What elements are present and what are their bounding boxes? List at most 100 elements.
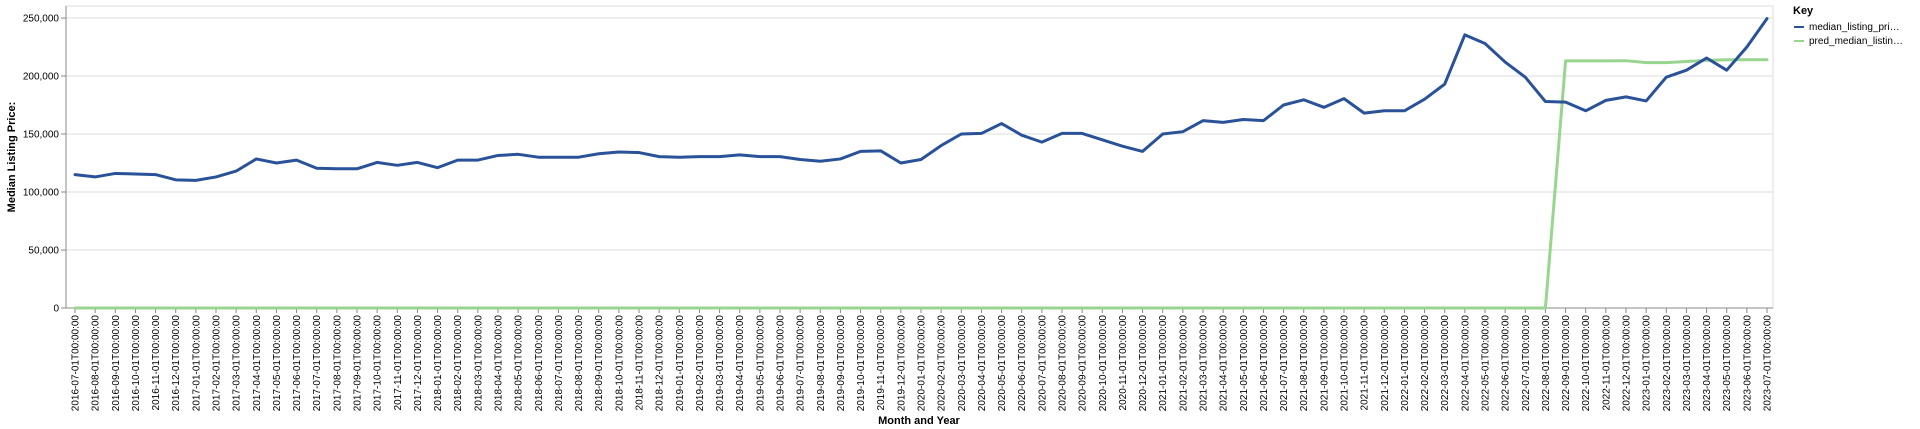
x-tick-label: 2017-07-01T00:00:00 (312, 315, 323, 412)
x-tick-label: 2019-11-01T00:00:00 (876, 315, 887, 411)
x-tick-label: 2021-10-01T00:00:00 (1340, 315, 1351, 412)
x-tick-label: 2022-02-01T00:00:00 (1420, 315, 1431, 412)
x-tick-label: 2021-04-01T00:00:00 (1219, 315, 1230, 412)
x-tick-label: 2016-12-01T00:00:00 (171, 315, 182, 412)
x-tick-label: 2020-11-01T00:00:00 (1118, 315, 1129, 411)
x-tick-label: 2016-09-01T00:00:00 (111, 315, 122, 412)
x-tick-label: 2023-04-01T00:00:00 (1702, 315, 1713, 412)
legend-title: Key (1793, 5, 1814, 17)
x-tick-label: 2020-02-01T00:00:00 (937, 315, 948, 412)
x-tick-label: 2017-03-01T00:00:00 (232, 315, 243, 412)
x-tick-label: 2021-03-01T00:00:00 (1199, 315, 1210, 412)
x-tick-label: 2021-01-01T00:00:00 (1158, 315, 1169, 412)
y-tick-label: 0 (53, 304, 59, 315)
x-tick-label: 2020-01-01T00:00:00 (917, 315, 928, 412)
x-tick-label: 2021-07-01T00:00:00 (1279, 315, 1290, 412)
x-tick-label: 2023-06-01T00:00:00 (1742, 315, 1753, 412)
series-line-pred-median-listing-price (73, 58, 1769, 310)
x-tick-label: 2022-08-01T00:00:00 (1541, 315, 1552, 412)
x-tick-label: 2022-06-01T00:00:00 (1501, 315, 1512, 412)
x-tick-label: 2021-05-01T00:00:00 (1239, 315, 1250, 412)
x-tick-label: 2019-06-01T00:00:00 (776, 315, 787, 412)
x-tick-label: 2019-07-01T00:00:00 (796, 315, 807, 412)
x-tick-label: 2020-04-01T00:00:00 (977, 315, 988, 412)
x-tick-label: 2018-01-01T00:00:00 (433, 315, 444, 412)
x-tick-label: 2022-11-01T00:00:00 (1601, 315, 1612, 411)
x-tick-label: 2022-10-01T00:00:00 (1581, 315, 1592, 412)
x-tick-label: 2019-01-01T00:00:00 (675, 315, 686, 412)
x-tick-label: 2022-12-01T00:00:00 (1622, 315, 1633, 412)
x-tick-label: 2020-06-01T00:00:00 (1017, 315, 1028, 412)
x-tick-label: 2020-08-01T00:00:00 (1058, 315, 1069, 412)
x-tick-label: 2018-10-01T00:00:00 (614, 315, 625, 412)
x-tick-label: 2019-04-01T00:00:00 (735, 315, 746, 412)
x-tick-label: 2017-06-01T00:00:00 (292, 315, 303, 412)
x-tick-label: 2019-10-01T00:00:00 (856, 315, 867, 412)
x-tick-label: 2019-12-01T00:00:00 (896, 315, 907, 412)
x-tick-label: 2021-02-01T00:00:00 (1178, 315, 1189, 412)
series-lines (73, 17, 1769, 310)
x-tick-label: 2018-11-01T00:00:00 (635, 315, 646, 411)
x-tick-label: 2017-05-01T00:00:00 (272, 315, 283, 412)
y-axis-title: Median Listing Price: (6, 102, 18, 213)
y-tick-label: 100,000 (23, 188, 60, 199)
x-tick-label: 2017-12-01T00:00:00 (413, 315, 424, 412)
x-tick-label: 2020-09-01T00:00:00 (1078, 315, 1089, 412)
x-tick-label: 2019-02-01T00:00:00 (695, 315, 706, 412)
x-tick-label: 2018-04-01T00:00:00 (494, 315, 505, 412)
x-tick-label: 2020-12-01T00:00:00 (1138, 315, 1149, 412)
x-tick-label: 2020-07-01T00:00:00 (1037, 315, 1048, 412)
x-tick-label: 2016-10-01T00:00:00 (131, 315, 142, 412)
x-tick-label: 2017-01-01T00:00:00 (191, 315, 202, 412)
x-tick-label: 2023-02-01T00:00:00 (1662, 315, 1673, 412)
y-tick-label: 150,000 (23, 130, 60, 141)
x-tick-label: 2018-09-01T00:00:00 (594, 315, 605, 412)
x-tick-label: 2022-03-01T00:00:00 (1440, 315, 1451, 412)
x-tick-label: 2023-01-01T00:00:00 (1642, 315, 1653, 412)
x-tick-label: 2018-08-01T00:00:00 (574, 315, 585, 412)
legend-label-median: median_listing_pri… (1809, 22, 1900, 33)
x-axis-title: Month and Year (878, 415, 960, 427)
gridlines (66, 17, 1773, 309)
y-tick-label: 50,000 (28, 246, 59, 257)
x-tick-label: 2017-02-01T00:00:00 (212, 315, 223, 412)
x-tick-label: 2018-05-01T00:00:00 (514, 315, 525, 412)
x-tick-label: 2020-05-01T00:00:00 (997, 315, 1008, 412)
x-tick-label: 2021-12-01T00:00:00 (1380, 315, 1391, 412)
x-tick-label: 2022-04-01T00:00:00 (1460, 315, 1471, 412)
x-tick-label: 2017-08-01T00:00:00 (332, 315, 343, 412)
x-tick-label: 2020-10-01T00:00:00 (1098, 315, 1109, 412)
x-tick-label: 2019-09-01T00:00:00 (836, 315, 847, 412)
legend: Key median_listing_pri… pred_median_list… (1793, 5, 1903, 47)
x-tick-label: 2023-03-01T00:00:00 (1682, 315, 1693, 412)
x-tick-label: 2018-02-01T00:00:00 (453, 315, 464, 412)
x-tick-label: 2019-05-01T00:00:00 (755, 315, 766, 412)
x-tick-label: 2016-08-01T00:00:00 (91, 315, 102, 412)
x-tick-label: 2016-11-01T00:00:00 (151, 315, 162, 411)
y-tick-label: 250,000 (23, 14, 60, 25)
legend-item-pred: pred_median_listin… (1794, 36, 1903, 47)
x-tick-label: 2023-05-01T00:00:00 (1722, 315, 1733, 412)
y-axis: 0 50,000 100,000 150,000 200,000 250,000 (23, 6, 67, 315)
y-tick-label: 200,000 (23, 72, 60, 83)
x-tick-label: 2017-10-01T00:00:00 (373, 315, 384, 412)
x-tick-label: 2021-08-01T00:00:00 (1299, 315, 1310, 412)
x-tick-label: 2021-09-01T00:00:00 (1319, 315, 1330, 412)
x-tick-label: 2022-05-01T00:00:00 (1481, 315, 1492, 412)
x-tick-label: 2017-11-01T00:00:00 (393, 315, 404, 411)
x-tick-label: 2018-07-01T00:00:00 (554, 315, 565, 412)
x-tick-label: 2022-01-01T00:00:00 (1400, 315, 1411, 412)
x-tick-label: 2018-03-01T00:00:00 (473, 315, 484, 412)
x-tick-label: 2022-07-01T00:00:00 (1521, 315, 1532, 412)
series-line-median-listing-price (73, 17, 1769, 182)
x-tick-label: 2023-07-01T00:00:00 (1763, 315, 1774, 412)
x-tick-label: 2019-08-01T00:00:00 (816, 315, 827, 412)
legend-label-pred: pred_median_listin… (1809, 36, 1903, 47)
x-tick-label: 2019-03-01T00:00:00 (715, 315, 726, 412)
x-tick-label: 2021-11-01T00:00:00 (1360, 315, 1371, 411)
x-tick-label: 2017-04-01T00:00:00 (252, 315, 263, 412)
legend-item-median: median_listing_pri… (1794, 22, 1900, 33)
x-axis: 2016-07-01T00:00:00 2016-08-01T00:00:00 20… (66, 307, 1774, 412)
x-tick-label: 2017-09-01T00:00:00 (353, 315, 364, 412)
